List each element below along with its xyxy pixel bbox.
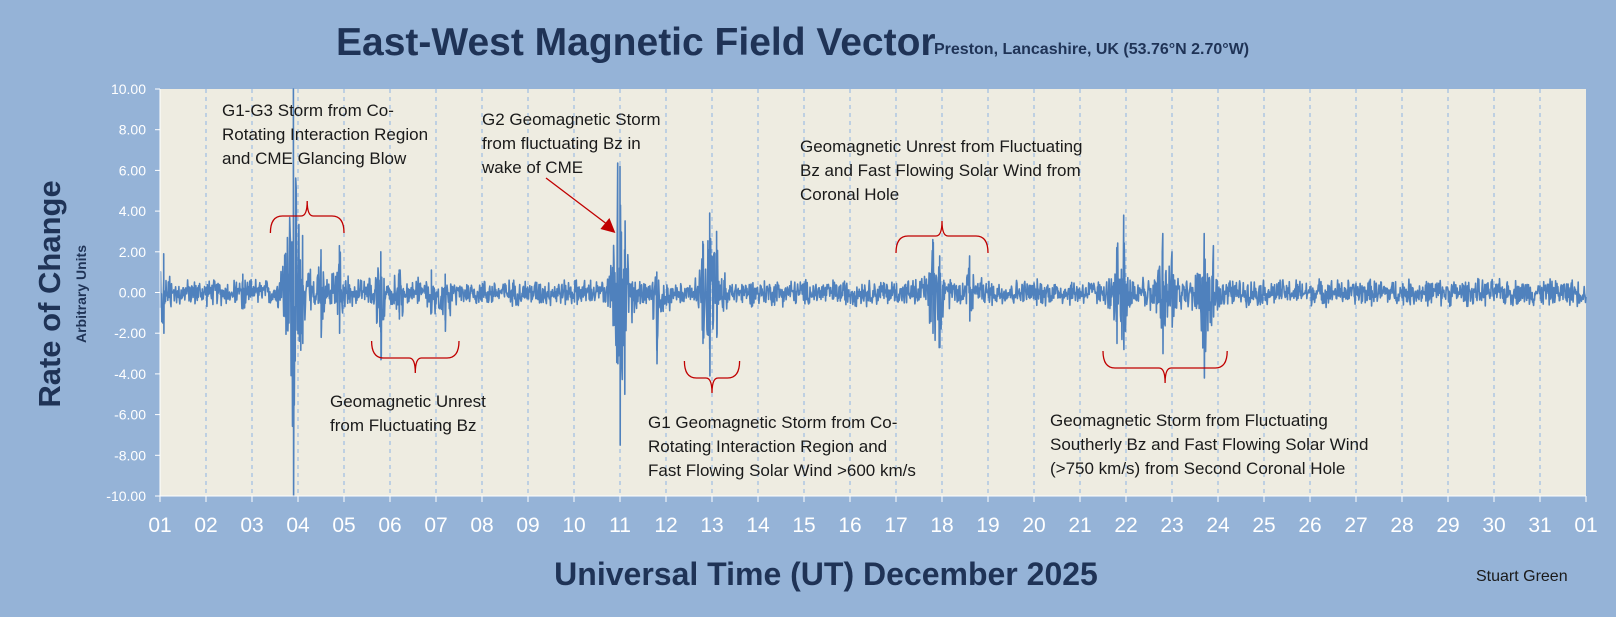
annotation-text-line: Bz and Fast Flowing Solar Wind from (800, 161, 1081, 180)
annotation-text-line: Rotating Interaction Region and (648, 437, 887, 456)
annotation-text-line: Geomagnetic Unrest from Fluctuating (800, 137, 1083, 156)
x-tick-label: 01 (148, 514, 171, 537)
annotation-arrow-head (600, 218, 616, 233)
y-tick-label: -2.00 (114, 325, 146, 341)
x-tick-label: 03 (240, 514, 263, 537)
y-tick-labels: 10.00 8.00 6.00 4.00 2.00 0.00 -2.00 -4.00 -6.00… (106, 81, 160, 504)
x-tick-label: 09 (516, 514, 539, 537)
x-tick-label: 06 (378, 514, 401, 537)
y-axis-label: Rate of Change (32, 180, 67, 407)
annotation-text-line: G2 Geomagnetic Storm (482, 110, 661, 129)
annotation-arrow-line (545, 177, 610, 227)
x-tick-label: 21 (1068, 514, 1091, 537)
x-tick-label: 02 (194, 514, 217, 537)
annotation-text-line: Coronal Hole (800, 185, 899, 204)
annotation: G1 Geomagnetic Storm from Co- Rotating In… (648, 360, 916, 480)
annotation-bracket (895, 220, 989, 254)
annotation-bracket (370, 340, 460, 374)
annotation-text-line: Southerly Bz and Fast Flowing Solar Wind (1050, 435, 1368, 454)
annotation-text-line: Fast Flowing Solar Wind >600 km/s (648, 461, 916, 480)
x-tick-label: 01 (1574, 514, 1597, 537)
y-tick-label: 6.00 (119, 162, 146, 178)
x-tick-label: 16 (838, 514, 861, 537)
x-tick-label: 12 (654, 514, 677, 537)
y-tick-label: 10.00 (111, 81, 146, 97)
x-tick-label: 05 (332, 514, 355, 537)
annotation-text-line: from fluctuating Bz in (482, 134, 641, 153)
data-series (159, 88, 1587, 497)
annotation-text-line: wake of CME (481, 158, 583, 177)
x-tick-label: 14 (746, 514, 770, 537)
x-tick-label: 24 (1206, 514, 1230, 537)
author-credit: Stuart Green (1476, 568, 1568, 585)
x-tick-label: 28 (1390, 514, 1413, 537)
annotations: G1-G3 Storm from Co- Rotating Interaction… (222, 101, 1368, 480)
annotation-bracket (683, 360, 741, 394)
x-tick-label: 11 (609, 514, 631, 537)
x-axis-label: Universal Time (UT) December 2025 (554, 556, 1098, 592)
x-tick-label: 27 (1344, 514, 1367, 537)
y-tick-label: 8.00 (119, 122, 146, 138)
x-tick-label: 15 (792, 514, 815, 537)
annotation: Geomagnetic Unrest from Fluctuating Bz (330, 340, 486, 435)
annotation-text-line: (>750 km/s) from Second Coronal Hole (1050, 459, 1345, 478)
x-tick-label: 20 (1022, 514, 1045, 537)
x-tick-label: 18 (930, 514, 953, 537)
x-tick-label: 10 (562, 514, 585, 537)
annotation-text-line: Geomagnetic Storm from Fluctuating (1050, 411, 1328, 430)
y-tick-label: 4.00 (119, 203, 146, 219)
x-tick-label: 13 (700, 514, 723, 537)
x-tick-label: 08 (470, 514, 493, 537)
y-tick-label: 0.00 (119, 285, 146, 301)
annotation-text-line: from Fluctuating Bz (330, 416, 476, 435)
chart-subtitle: Preston, Lancashire, UK (53.76°N 2.70°W) (934, 41, 1249, 58)
y-tick-label: -6.00 (114, 407, 146, 423)
y-tick-label: -10.00 (106, 488, 146, 504)
x-tick-label: 26 (1298, 514, 1321, 537)
y-tick-label: -8.00 (114, 447, 146, 463)
y-axis-units: Arbitrary Units (73, 245, 89, 343)
annotation: G2 Geomagnetic Storm from fluctuating Bz … (481, 110, 661, 233)
y-tick-label: 2.00 (119, 244, 146, 260)
x-tick-label: 25 (1252, 514, 1275, 537)
annotation: Geomagnetic Unrest from Fluctuating Bz an… (800, 137, 1083, 254)
x-tick-label: 22 (1114, 514, 1137, 537)
x-tick-label: 04 (286, 514, 310, 537)
x-tick-label: 31 (1528, 514, 1551, 537)
annotation-text-line: G1-G3 Storm from Co- (222, 101, 394, 120)
x-tick-labels: 01 02 03 04 05 06 07 08 09 10 11 12 13 14 15 16 17 18 19 20… (148, 496, 1598, 537)
x-tick-label: 07 (424, 514, 447, 537)
x-tick-label: 29 (1436, 514, 1459, 537)
annotation: Geomagnetic Storm from Fluctuating Southe… (1050, 350, 1368, 478)
annotation-text-line: Geomagnetic Unrest (330, 392, 486, 411)
x-tick-label: 23 (1160, 514, 1183, 537)
annotation-bracket (269, 200, 345, 234)
annotation: G1-G3 Storm from Co- Rotating Interaction… (222, 101, 428, 234)
y-tick-label: -4.00 (114, 366, 146, 382)
series-line (159, 88, 1587, 497)
annotation-text-line: Rotating Interaction Region (222, 125, 428, 144)
chart-title: East-West Magnetic Field Vector (336, 21, 936, 64)
x-tick-label: 30 (1482, 514, 1505, 537)
annotation-text-line: and CME Glancing Blow (222, 149, 407, 168)
annotation-bracket (1102, 350, 1228, 384)
x-tick-label: 19 (976, 514, 999, 537)
x-tick-label: 17 (884, 514, 907, 537)
annotation-text-line: G1 Geomagnetic Storm from Co- (648, 413, 897, 432)
